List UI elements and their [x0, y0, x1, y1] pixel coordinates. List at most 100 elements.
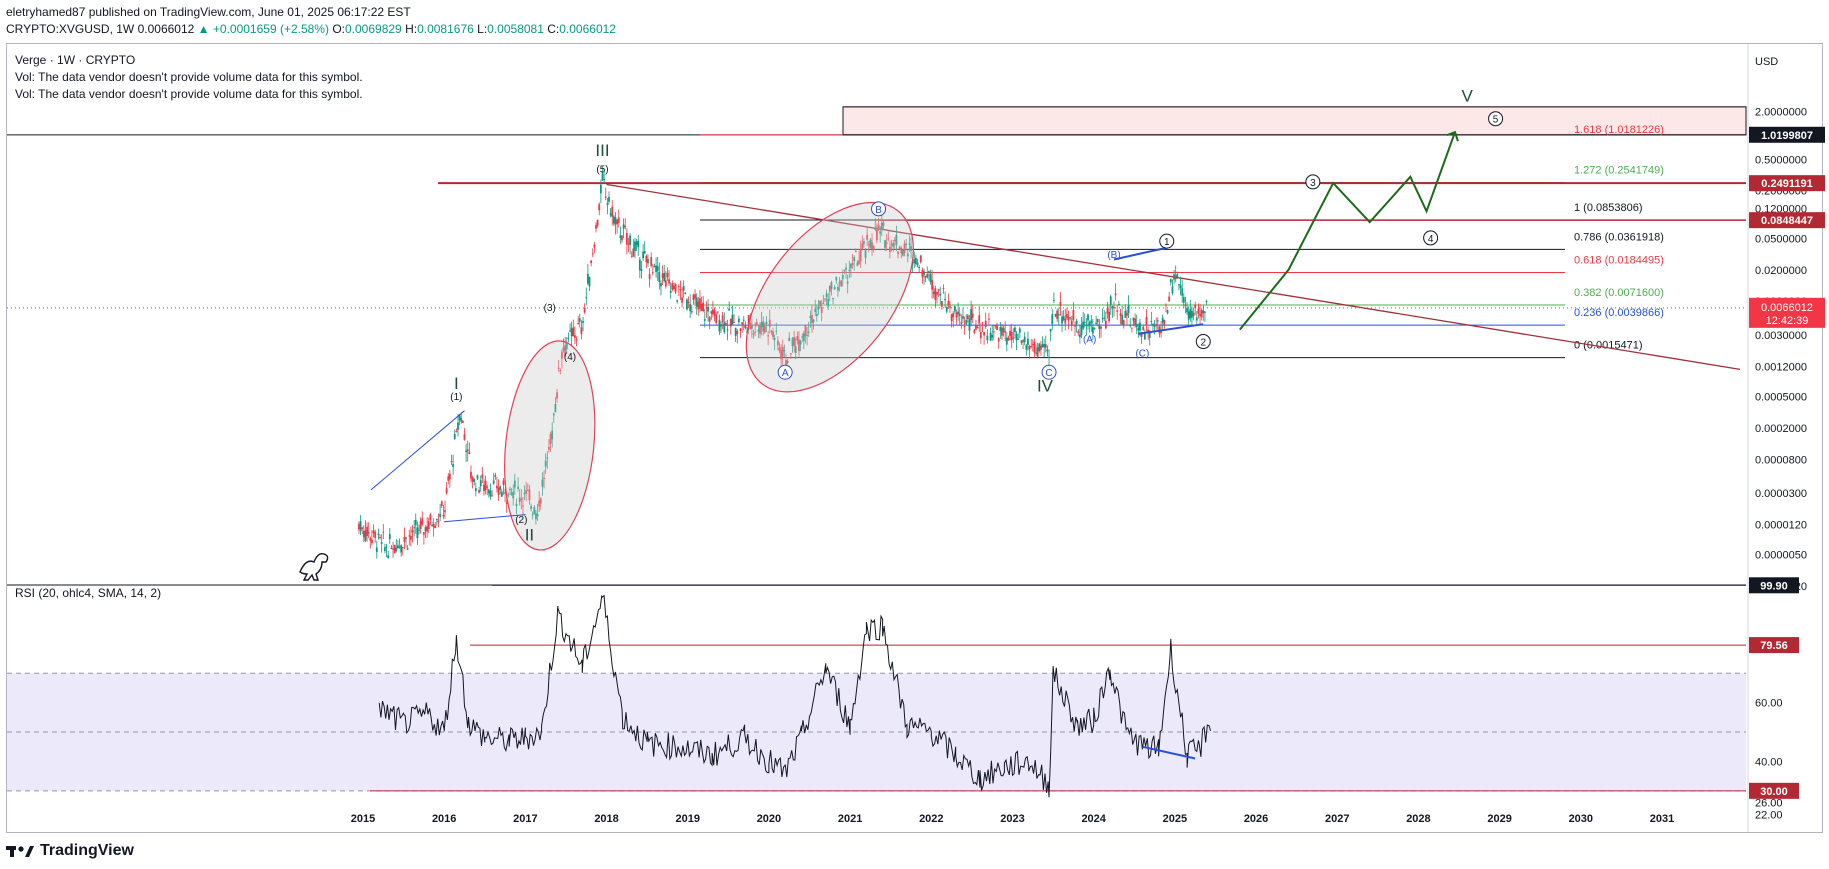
candle-body: [666, 272, 669, 278]
candle-body: [1098, 324, 1101, 330]
time-axis-tick: 2020: [757, 813, 781, 825]
candle-body: [945, 306, 948, 312]
candle-body: [1160, 331, 1162, 334]
candle-body: [385, 546, 388, 548]
candle-body: [850, 264, 852, 269]
candle-body: [739, 328, 742, 331]
candle-body: [1015, 333, 1018, 341]
candle-body: [491, 495, 493, 497]
candle-body: [421, 518, 424, 525]
price-axis-tick: 0.0000300: [1755, 488, 1807, 500]
candle-body: [747, 315, 750, 324]
candle-body: [807, 331, 810, 333]
major-wave-label: III: [595, 141, 609, 160]
dinosaur-icon: [299, 552, 329, 581]
candle-body: [504, 492, 506, 494]
candle-body: [569, 330, 571, 332]
candle-body: [828, 285, 831, 292]
candle-body: [1030, 345, 1033, 347]
candle-body: [388, 534, 391, 540]
candle-body: [1200, 309, 1203, 318]
candle-body: [1077, 331, 1080, 334]
candle-body: [929, 273, 932, 282]
candle-body: [617, 217, 620, 223]
candle-body: [950, 314, 953, 322]
candle-body: [497, 487, 500, 496]
time-axis-tick: 2026: [1244, 813, 1268, 825]
candle-body: [552, 413, 555, 416]
candle-body: [1005, 337, 1008, 345]
candle-body: [949, 306, 951, 308]
candle-body: [525, 490, 528, 494]
candle-body: [570, 328, 573, 337]
time-axis-tick: 2017: [513, 813, 537, 825]
candle-body: [434, 525, 437, 529]
candle-body: [554, 403, 557, 413]
candle-body: [1014, 327, 1016, 333]
candle-body: [1056, 310, 1059, 320]
candle-body: [473, 479, 476, 483]
time-axis-tick: 2029: [1487, 813, 1511, 825]
price-axis-tick: 0.5000000: [1755, 154, 1807, 166]
candle-body: [1161, 317, 1164, 323]
candle-body: [720, 324, 722, 327]
candle-body: [575, 339, 578, 341]
candle-body: [832, 298, 834, 300]
candle-body: [413, 527, 416, 529]
candle-body: [561, 351, 563, 359]
candle-body: [754, 331, 757, 333]
candle-body: [952, 312, 955, 318]
price-badge: [1749, 175, 1825, 192]
impulse-wave-label: 2: [1201, 338, 1207, 349]
candle-body: [539, 498, 542, 504]
candle-body: [806, 334, 808, 336]
candle-body: [1142, 326, 1145, 331]
rsi-level-badge: [1749, 782, 1799, 799]
candle-body: [895, 234, 898, 246]
candle-body: [994, 325, 997, 327]
candle-body: [1067, 316, 1070, 321]
candle-body: [892, 242, 895, 247]
candle-body: [452, 464, 455, 468]
candle-body: [781, 346, 784, 357]
major-wave-label: II: [525, 526, 534, 545]
candle-body: [372, 530, 375, 534]
candle-body: [455, 430, 458, 433]
candle-body: [1156, 320, 1159, 322]
candle-body: [440, 501, 443, 506]
candle-body: [775, 330, 778, 332]
candle-body: [1140, 333, 1143, 338]
candle-body: [612, 216, 615, 224]
sub-wave-label: (3): [544, 303, 556, 314]
candle-body: [634, 241, 636, 251]
candle-body: [487, 489, 490, 494]
time-axis-tick: 2027: [1325, 813, 1349, 825]
major-wave-label: IV: [1037, 376, 1054, 395]
candle-body: [837, 287, 839, 291]
rsi-title: RSI (20, ohlc4, SMA, 14, 2): [15, 586, 161, 600]
candle-body: [1126, 313, 1128, 316]
close-value: 0.0066012: [559, 22, 616, 36]
candle-body: [755, 322, 758, 325]
candle-body: [364, 530, 367, 541]
candle-body: [763, 326, 766, 333]
chart-frame[interactable]: [6, 43, 1823, 833]
price-badge: [1749, 212, 1825, 229]
candle-body: [499, 486, 502, 490]
candle-body: [1053, 299, 1055, 301]
candle-body: [725, 323, 727, 325]
candle-body: [424, 527, 427, 532]
candle-body: [442, 514, 445, 517]
candle-body: [897, 251, 899, 254]
symbol-label[interactable]: CRYPTO:XVGUSD, 1W: [6, 22, 135, 36]
candle-body: [794, 346, 797, 353]
legend-vol-1: Vol: The data vendor doesn't provide vol…: [15, 70, 363, 84]
candle-body: [559, 370, 562, 372]
candle-body: [453, 433, 456, 439]
candle-body: [1085, 324, 1088, 326]
candle-body: [1041, 343, 1044, 348]
candle-body: [1100, 326, 1102, 329]
candle-body: [962, 316, 964, 319]
candle-body: [854, 250, 857, 252]
